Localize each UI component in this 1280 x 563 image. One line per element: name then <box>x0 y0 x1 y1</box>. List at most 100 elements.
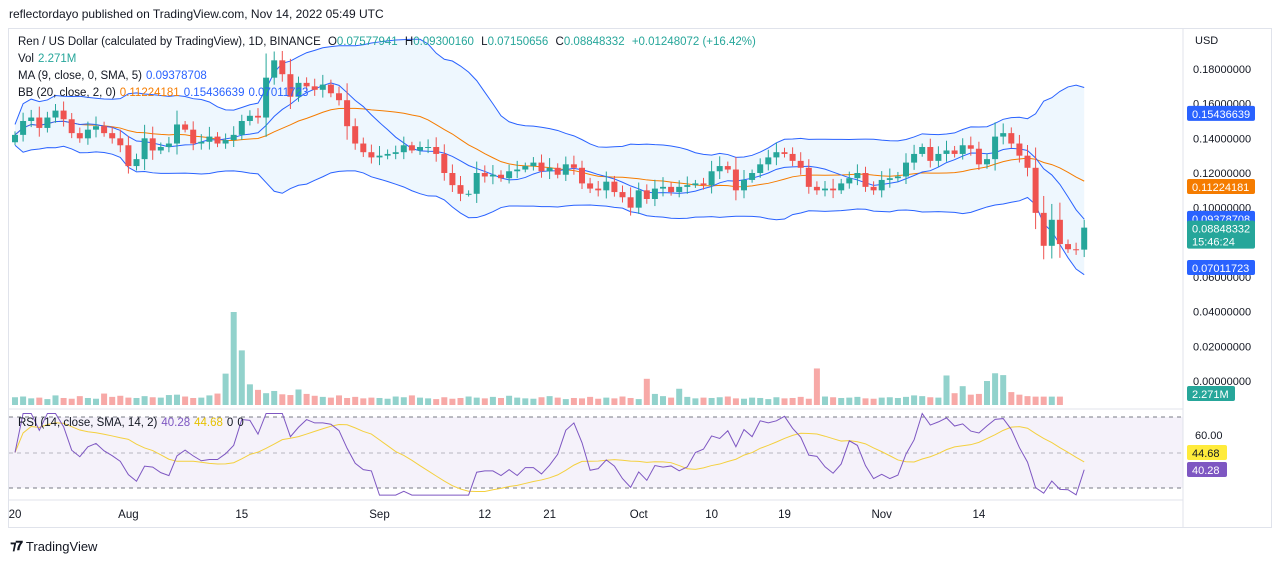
candle-body <box>975 148 982 165</box>
volume-bar <box>433 399 440 405</box>
legend-symbol-row: Ren / US Dollar (calculated by TradingVi… <box>18 36 756 48</box>
candle-body <box>336 93 342 101</box>
candle-body <box>36 117 43 128</box>
candle-body <box>700 183 707 186</box>
tradingview-logo[interactable]: ⁊𝟕 TradingView <box>10 538 98 554</box>
candle-body <box>1065 244 1071 250</box>
volume-bar <box>360 398 367 405</box>
volume-bar <box>481 398 488 405</box>
candle-body <box>12 134 18 143</box>
candle-body <box>1073 249 1080 251</box>
candle-body <box>400 145 407 153</box>
time-tick-label: Nov <box>871 509 892 521</box>
bb-basis-badge <box>1187 178 1255 194</box>
candle-body <box>117 138 124 146</box>
candle-body <box>846 178 853 184</box>
candle-body <box>587 183 594 189</box>
bb-basis-badge-text: 0.11224181 <box>1192 182 1249 194</box>
chart-frame <box>8 28 1272 528</box>
volume-bar <box>44 399 51 405</box>
symbol-title: Ren / US Dollar (calculated by TradingVi… <box>18 36 321 48</box>
open-value: 0.07577941 <box>336 36 398 48</box>
time-tick-label: 10 <box>705 509 718 521</box>
candle-body <box>165 143 172 147</box>
candle-body <box>530 162 537 167</box>
volume-bar <box>1040 396 1047 405</box>
volume-bar <box>813 368 820 405</box>
candle-body <box>425 147 432 148</box>
legend-ma-row[interactable]: MA (9, close, 0, SMA, 5) 0.09378708 <box>18 70 207 82</box>
legend-bb-row[interactable]: BB (20, close, 2, 0) 0.11224181 0.15436639… <box>18 87 309 99</box>
candle-body <box>813 186 820 191</box>
price-badges: 0.154366390.112241810.093787080.08848332… <box>1187 105 1255 477</box>
volume-bar <box>822 396 828 405</box>
volume-bar <box>781 398 788 405</box>
candle-body <box>1048 219 1055 246</box>
rsi-badge-text: 40.28 <box>1192 465 1220 477</box>
volume-bar <box>708 397 715 405</box>
close-badge <box>1187 220 1255 249</box>
volume-bar <box>93 398 99 405</box>
candle-body <box>133 159 140 167</box>
volume-bar <box>562 399 569 405</box>
candle-body <box>157 147 164 151</box>
candle-body <box>765 157 772 165</box>
rsi-lines <box>14 412 1085 496</box>
legend-volume-row[interactable]: Vol 2.271M <box>18 53 77 65</box>
volume-bar <box>206 395 213 405</box>
volume-bar <box>643 378 650 405</box>
candle-body <box>643 190 650 199</box>
candle-body <box>20 121 27 135</box>
volume-bar <box>530 398 537 405</box>
volume-bar <box>854 396 861 405</box>
time-tick-label: Sep <box>369 509 389 521</box>
bb-upper-line <box>14 38 1085 158</box>
time-axis: 20 Aug 15 Sep 12 21 Oct 10 19 Nov 14 <box>9 509 986 521</box>
candle-body <box>68 119 75 134</box>
volume-bar <box>797 396 804 405</box>
candle-body <box>595 188 602 191</box>
rsi-tick-label: 60.00 <box>1195 430 1223 442</box>
candle-body <box>781 152 788 154</box>
volume-bar <box>724 396 731 405</box>
volume-bar <box>417 397 423 405</box>
volume-value: 2.271M <box>38 53 77 65</box>
volume-bar <box>352 396 359 405</box>
candle-body <box>546 167 553 172</box>
rsi-badge <box>1187 462 1227 477</box>
candle-body <box>44 117 51 128</box>
legend-rsi-row[interactable]: RSI (14, close, SMA, 14, 2) 40.28 44.68 0 0 <box>18 417 244 429</box>
candle-body <box>894 176 901 179</box>
volume-bar <box>489 396 496 405</box>
candle-body <box>619 192 626 198</box>
candle-body <box>433 147 440 154</box>
volume-bar <box>619 396 626 405</box>
candle-body <box>1056 219 1063 245</box>
volume-bar <box>870 398 877 405</box>
volume-bar <box>1032 396 1039 405</box>
rsi-ma-value: 44.68 <box>194 417 223 429</box>
volume-bar <box>757 397 764 405</box>
volume-bar <box>230 312 237 405</box>
candle-body <box>805 167 812 187</box>
volume-bar <box>408 395 415 405</box>
bb-basis-value: 0.11224181 <box>119 87 180 99</box>
high-value: 0.09300160 <box>413 36 474 48</box>
candle-body <box>635 190 642 208</box>
candle-body <box>352 126 359 144</box>
volume-bar <box>1056 396 1063 405</box>
candle-body <box>449 173 456 186</box>
volume-bar <box>279 394 286 405</box>
ma-value: 0.09378708 <box>145 70 207 82</box>
volume-bar <box>651 393 658 405</box>
volume-bar <box>967 394 974 405</box>
candle-body <box>562 164 569 175</box>
candle-body <box>344 100 351 127</box>
candle-body <box>538 162 545 172</box>
candle-body <box>198 141 205 144</box>
volume-bar <box>68 398 75 405</box>
candle-body <box>174 124 180 144</box>
candle-body <box>327 84 334 94</box>
volume-bar <box>951 393 958 405</box>
